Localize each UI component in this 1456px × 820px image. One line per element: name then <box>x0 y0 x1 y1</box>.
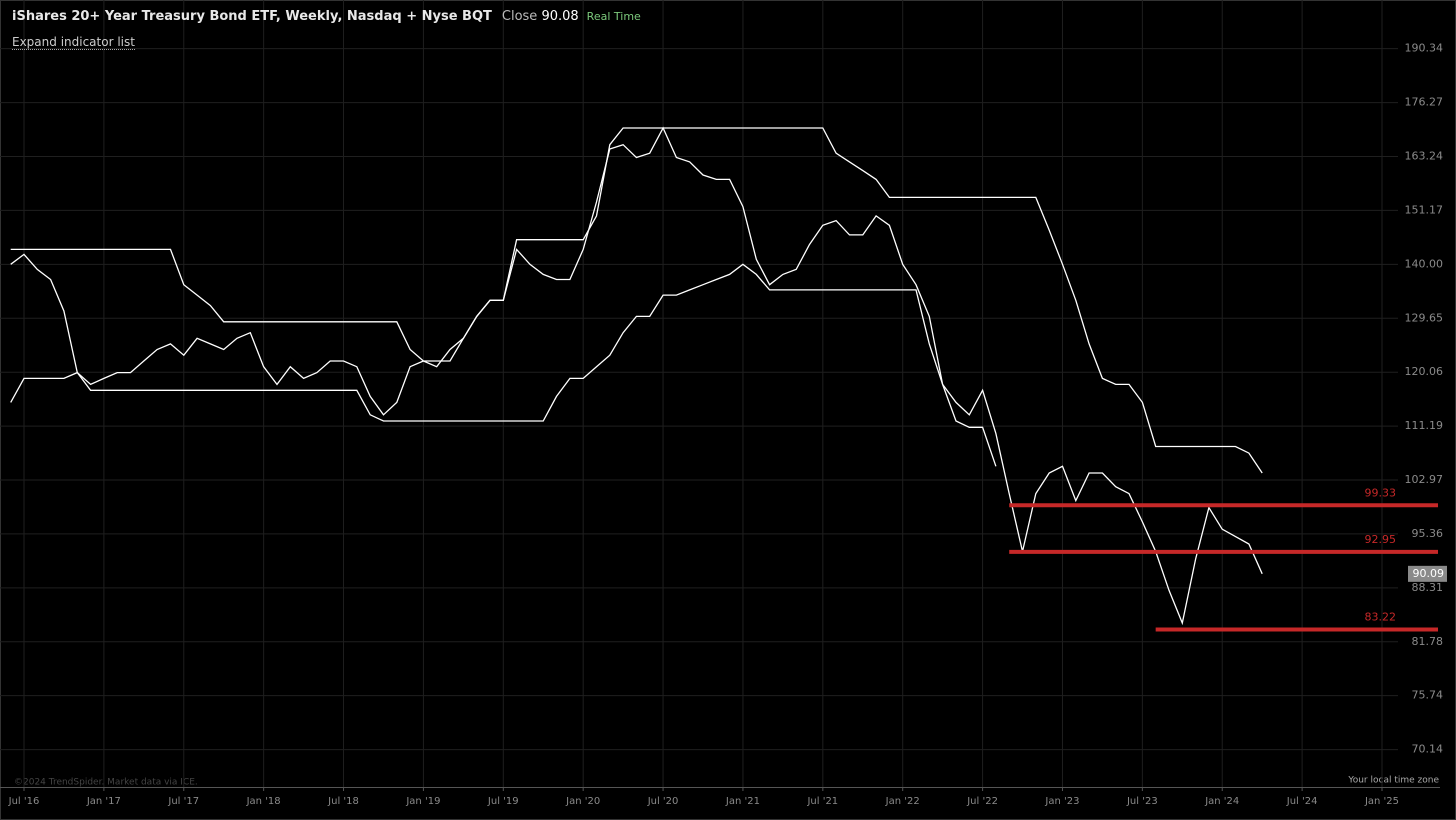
header: iShares 20+ Year Treasury Bond ETF, Week… <box>12 9 641 24</box>
x-tick-label: Jul '19 <box>487 796 519 807</box>
x-tick-label: Jul '17 <box>167 796 199 807</box>
timezone: Your local time zone <box>1347 776 1439 786</box>
x-tick-label: Jan '18 <box>246 796 281 807</box>
expand-indicators[interactable]: Expand indicator list <box>12 35 135 50</box>
y-tick-label: 151.17 <box>1405 203 1444 216</box>
price-line <box>10 263 997 467</box>
level-label: 83.22 <box>1365 611 1397 624</box>
x-tick-label: Jul '16 <box>8 796 40 807</box>
close-value: 90.08 <box>541 9 579 24</box>
price-line <box>10 126 1263 626</box>
y-tick-label: 129.65 <box>1405 311 1444 324</box>
y-tick-label: 190.34 <box>1405 42 1444 55</box>
x-tick-label: Jul '23 <box>1126 796 1158 807</box>
x-tick-label: Jul '24 <box>1286 796 1318 807</box>
x-tick-label: Jul '18 <box>327 796 359 807</box>
price-line <box>10 127 1263 474</box>
y-tick-label: 75.74 <box>1412 689 1444 702</box>
status: Real Time <box>586 10 641 23</box>
y-tick-label: 88.31 <box>1412 581 1444 594</box>
y-tick-label: 163.24 <box>1405 149 1444 162</box>
y-tick-label: 81.78 <box>1412 635 1444 648</box>
close-label: Close <box>501 9 538 24</box>
last-price-tag <box>1408 565 1447 582</box>
x-tick-label: Jan '17 <box>86 796 121 807</box>
x-tick-label: Jan '25 <box>1364 796 1399 807</box>
level-label: 92.95 <box>1365 533 1397 546</box>
y-tick-label: 95.36 <box>1412 527 1444 540</box>
y-tick-label: 70.14 <box>1412 743 1444 756</box>
x-tick-label: Jan '19 <box>405 796 440 807</box>
y-tick-label: 140.00 <box>1405 257 1444 270</box>
y-tick-label: 176.27 <box>1405 96 1444 109</box>
y-tick-label: 102.97 <box>1405 473 1444 486</box>
x-tick-label: Jan '21 <box>725 796 760 807</box>
x-tick-label: Jan '24 <box>1204 796 1239 807</box>
copyright: ©2024 TrendSpider. Market data via ICE. <box>14 778 198 788</box>
x-tick-label: Jan '22 <box>885 796 920 807</box>
x-tick-label: Jul '21 <box>806 796 838 807</box>
x-tick-label: Jan '20 <box>565 796 600 807</box>
y-tick-label: 111.19 <box>1405 419 1444 432</box>
last-price-label: 90.09 <box>1413 567 1445 580</box>
x-tick-label: Jul '22 <box>966 796 998 807</box>
x-tick-label: Jul '20 <box>647 796 679 807</box>
y-tick-label: 120.06 <box>1405 365 1444 378</box>
title: iShares 20+ Year Treasury Bond ETF, Week… <box>12 9 492 24</box>
level-label: 99.33 <box>1365 486 1397 499</box>
x-tick-label: Jan '23 <box>1044 796 1079 807</box>
